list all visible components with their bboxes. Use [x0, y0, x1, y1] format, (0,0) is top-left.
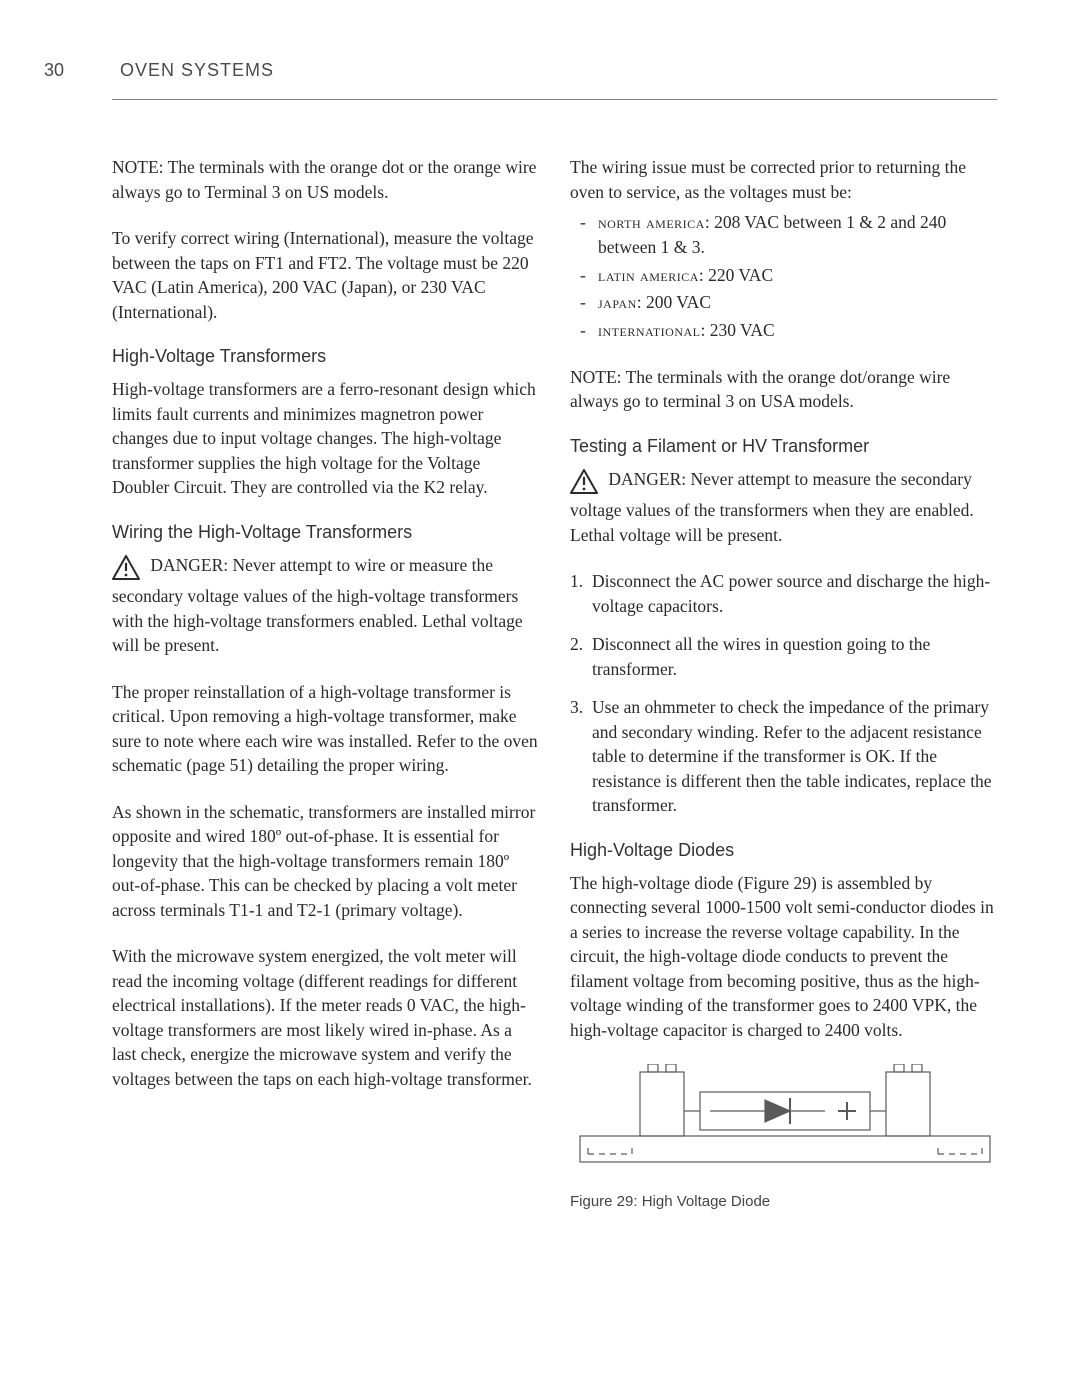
- page-number: 30: [40, 60, 100, 81]
- step-num-3: 3.: [570, 695, 583, 720]
- danger-text-1: DANGER: Never attempt to wire or measure…: [112, 555, 523, 656]
- voltage-item-intl: international: 230 VAC: [598, 318, 1000, 343]
- note-terminals: NOTE: The terminals with the orange dot …: [112, 155, 540, 204]
- hv-transformers-para: High-voltage transformers are a ferro-re…: [112, 377, 540, 500]
- danger-block-1: DANGER: Never attempt to wire or measure…: [112, 553, 540, 658]
- page-header: 30 OVEN SYSTEMS: [40, 60, 1000, 81]
- region-jp: japan: [598, 292, 637, 312]
- wiring-hv-heading: Wiring the High-Voltage Transformers: [112, 522, 540, 543]
- warning-icon: [570, 469, 598, 501]
- danger-block-2: DANGER: Never attempt to measure the sec…: [570, 467, 1000, 548]
- value-jp: : 200 VAC: [637, 292, 711, 312]
- content-columns: NOTE: The terminals with the orange dot …: [112, 155, 1000, 1210]
- step-1: 1. Disconnect the AC power source and di…: [588, 569, 1000, 618]
- diode-diagram: [570, 1064, 1000, 1174]
- verify-wiring-para: To verify correct wiring (International)…: [112, 226, 540, 324]
- note-terminals-2: NOTE: The terminals with the orange dot/…: [570, 365, 1000, 414]
- region-la: latin america: [598, 265, 699, 285]
- page: 30 OVEN SYSTEMS NOTE: The terminals with…: [0, 0, 1080, 1270]
- warning-icon: [112, 555, 140, 587]
- voltage-list: north america: 208 VAC between 1 & 2 and…: [570, 210, 1000, 343]
- region-intl: international: [598, 320, 700, 340]
- voltage-item-na: north america: 208 VAC between 1 & 2 and…: [598, 210, 1000, 261]
- step-text-3: Use an ohmmeter to check the impedance o…: [592, 697, 992, 815]
- header-rule: [112, 99, 997, 100]
- danger-text-2: DANGER: Never attempt to measure the sec…: [570, 469, 974, 545]
- step-3: 3. Use an ohmmeter to check the impedanc…: [588, 695, 1000, 818]
- left-column: NOTE: The terminals with the orange dot …: [112, 155, 540, 1210]
- test-steps: 1. Disconnect the AC power source and di…: [570, 569, 1000, 818]
- diodes-heading: High-Voltage Diodes: [570, 840, 1000, 861]
- region-na: north america: [598, 212, 705, 232]
- step-2: 2. Disconnect all the wires in question …: [588, 632, 1000, 681]
- wiring-issue-para: The wiring issue must be corrected prior…: [570, 155, 1000, 204]
- figure-29: Figure 29: High Voltage Diode: [570, 1064, 1000, 1210]
- step-num-1: 1.: [570, 569, 583, 594]
- step-text-1: Disconnect the AC power source and disch…: [592, 571, 990, 616]
- right-column: The wiring issue must be corrected prior…: [570, 155, 1000, 1210]
- figure-caption: Figure 29: High Voltage Diode: [570, 1193, 1000, 1210]
- testing-heading: Testing a Filament or HV Transformer: [570, 436, 1000, 457]
- value-intl: : 230 VAC: [700, 320, 774, 340]
- voltage-item-la: latin america: 220 VAC: [598, 263, 1000, 288]
- microwave-para: With the microwave system energized, the…: [112, 944, 540, 1091]
- step-text-2: Disconnect all the wires in question goi…: [592, 634, 930, 679]
- schematic-para: As shown in the schematic, transformers …: [112, 800, 540, 923]
- step-num-2: 2.: [570, 632, 583, 657]
- value-la: : 220 VAC: [699, 265, 773, 285]
- section-title: OVEN SYSTEMS: [120, 60, 274, 81]
- diodes-para: The high-voltage diode (Figure 29) is as…: [570, 871, 1000, 1043]
- voltage-item-jp: japan: 200 VAC: [598, 290, 1000, 315]
- hv-transformers-heading: High-Voltage Transformers: [112, 346, 540, 367]
- reinstall-para: The proper reinstallation of a high-volt…: [112, 680, 540, 778]
